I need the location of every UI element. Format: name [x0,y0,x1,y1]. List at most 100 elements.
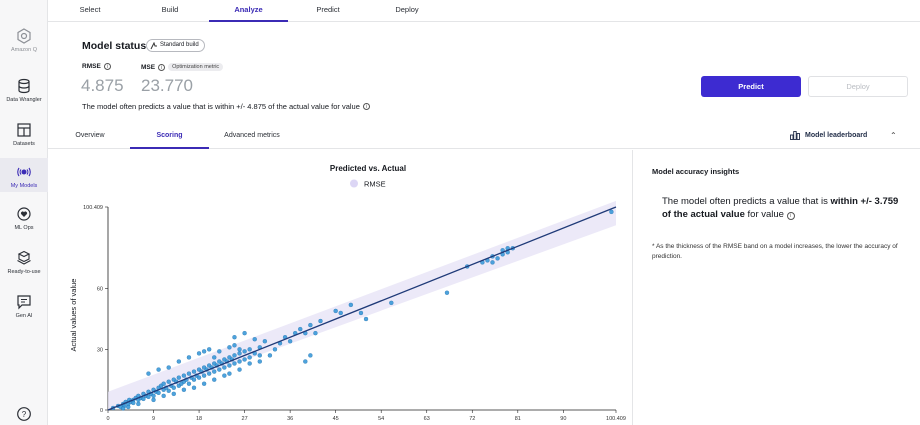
data-point [212,377,217,382]
data-point [120,406,126,411]
page-title: Model status [82,40,147,52]
data-point [227,363,232,368]
data-point [247,361,252,366]
info-icon[interactable]: i [362,103,370,110]
y-tick-label: 0 [100,408,103,414]
data-point [303,359,308,364]
data-point [262,339,268,344]
plot-area: 0 9 18 27 36 45 54 63 72 81 90 100.409 0 30 60 100.409 [83,200,626,422]
data-point [237,351,242,356]
x-tick-label: 54 [378,416,384,422]
data-point [156,390,161,396]
mse-value: 23.770 [141,76,193,95]
sidebar-item-datasets[interactable]: Datasets [0,122,48,147]
data-point [222,365,227,370]
data-point [232,335,237,340]
y-tick-label: 60 [97,287,103,293]
x-tick-label: 72 [469,416,475,422]
predict-button[interactable]: Predict [701,76,801,97]
deploy-button[interactable]: Deploy [808,76,908,97]
x-tick-label: 27 [242,416,248,422]
collapse-icon[interactable]: ⌃ [890,131,897,140]
data-point [201,381,207,386]
chart-title: Predicted vs. Actual [330,164,406,173]
data-point [166,388,171,393]
predicted-vs-actual-chart: Predicted vs. Actual RMSE Actual values … [69,164,626,422]
data-point [181,373,187,378]
brain-icon [17,167,31,177]
x-tick-label: 100.409 [606,416,626,422]
data-point [212,369,217,374]
sidebar-item-gen-ai[interactable]: Gen AI [0,294,48,319]
data-point [252,337,257,342]
data-point [141,396,146,402]
data-point [201,349,207,354]
data-point [186,355,192,360]
data-point [267,353,273,358]
mse-label-text: MSE [141,63,156,71]
help-circle-icon: ? [17,407,31,421]
data-point [186,381,192,386]
data-point [237,347,242,352]
x-tick-label: 63 [424,416,430,422]
info-icon[interactable]: i [103,63,111,70]
chart-panel: Predicted vs. Actual RMSE Actual values … [48,150,633,425]
gear-heart-icon [17,207,31,221]
info-icon[interactable]: i [158,63,166,71]
boxes-icon [17,250,31,265]
tab-analyze[interactable]: Analyze [209,0,288,22]
sidebar-item-ready-to-use[interactable]: Ready-to-use [0,250,48,275]
data-point [171,385,176,390]
tab-advanced-metrics[interactable]: Advanced metrics [224,132,280,139]
data-point [490,260,495,265]
tab-predict[interactable]: Predict [316,5,340,14]
data-point [206,371,212,376]
tab-select[interactable]: Select [79,5,101,14]
info-icon[interactable]: i [786,212,795,220]
build-badge-label: Standard build [160,42,199,48]
data-point [222,373,227,378]
data-point [212,355,217,360]
sidebar-item-label: Data Wrangler [6,97,42,103]
model-leaderboard-link[interactable]: Model leaderboard [790,131,867,140]
data-point [247,347,252,352]
data-point [348,302,354,308]
sidebar-item-data-wrangler[interactable]: Data Wrangler [0,78,48,103]
data-point [495,256,500,261]
insights-panel: Model accuracy insights The model often … [634,150,920,425]
data-point [196,351,202,356]
help-button[interactable]: ? [0,406,48,422]
data-point [444,290,450,295]
tab-build[interactable]: Build [161,5,179,14]
data-point [298,326,303,332]
data-point [217,367,222,372]
sidebar-item-amazon-q[interactable]: Amazon Q [0,28,48,53]
data-point [126,404,131,410]
leaderboard-label: Model leaderboard [805,132,868,139]
data-point [242,330,247,336]
x-tick-label: 9 [152,416,155,422]
data-point [146,371,151,376]
data-point [257,353,262,358]
data-point [247,355,252,360]
data-point [191,377,197,382]
data-point [333,308,338,314]
rmse-label-text: RMSE [82,63,101,70]
sidebar-item-ml-ops[interactable]: ML Ops [0,206,48,231]
database-icon [18,78,30,94]
tab-scoring[interactable]: Scoring [130,125,209,149]
sidebar-item-my-models[interactable]: My Models [0,158,48,192]
tab-deploy[interactable]: Deploy [395,5,419,14]
data-point [176,375,182,380]
data-point [206,347,212,352]
tab-overview[interactable]: Overview [75,132,105,139]
data-point [176,359,182,364]
legend-label: RMSE [364,180,386,189]
data-point [257,359,262,364]
insights-note: * As the thickness of the RMSE band on a… [652,243,898,260]
sidebar-item-label: ML Ops [14,225,34,231]
data-point [242,349,247,354]
data-point [196,375,202,380]
sidebar-item-label: My Models [10,183,38,189]
